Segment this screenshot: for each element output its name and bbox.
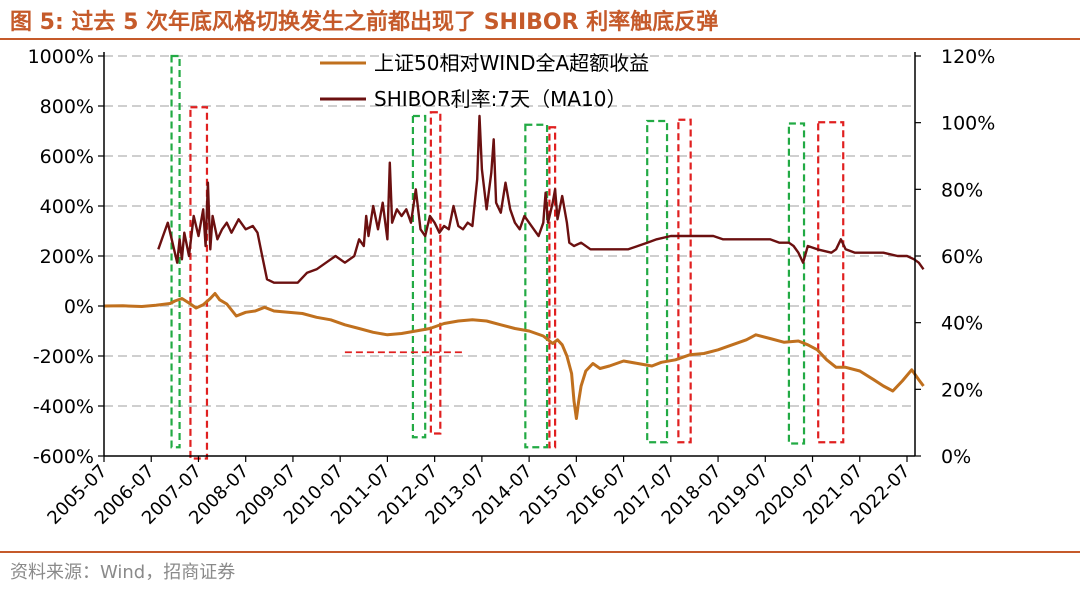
right-tick-label: 20% bbox=[941, 379, 983, 401]
line-chart: 1000% 800% 600% 400% 200% 0% -200% -400% -600% 12… bbox=[28, 46, 996, 529]
axes: 1000% 800% 600% 400% 200% 0% -200% -400% -600% 12… bbox=[28, 46, 996, 529]
left-tick-label: 600% bbox=[40, 146, 94, 168]
green-highlight-box bbox=[170, 54, 181, 449]
left-tick-label: 200% bbox=[40, 246, 94, 268]
green-highlight-box bbox=[524, 123, 549, 449]
source-note: 资料来源：Wind，招商证券 bbox=[10, 562, 236, 583]
highlight-boxes bbox=[170, 54, 845, 460]
green-highlight-box bbox=[411, 114, 427, 439]
legend-label-excess: 上证50相对WIND全A超额收益 bbox=[374, 51, 649, 75]
title-divider bbox=[0, 38, 1080, 40]
red-highlight-box bbox=[548, 126, 557, 449]
right-tick-label: 40% bbox=[941, 313, 983, 335]
left-tick-label: -400% bbox=[33, 396, 94, 418]
series-lines bbox=[103, 114, 925, 420]
left-tick-label: 1000% bbox=[28, 46, 94, 68]
right-tick-label: 100% bbox=[941, 113, 995, 135]
figure-title: 图 5: 过去 5 次年底风格切换发生之前都出现了 SHIBOR 利率触底反弹 bbox=[10, 10, 719, 35]
right-tick-label: 0% bbox=[941, 446, 971, 468]
left-tick-label: 400% bbox=[40, 196, 94, 218]
red-highlight-box bbox=[817, 121, 845, 444]
shibor-line bbox=[157, 114, 925, 284]
source-divider bbox=[0, 551, 1080, 553]
legend-label-shibor: SHIBOR利率:7天（MA10） bbox=[374, 87, 627, 111]
left-tick-label: -600% bbox=[33, 446, 94, 468]
green-highlight-box bbox=[646, 119, 669, 444]
left-tick-label: 800% bbox=[40, 96, 94, 118]
left-tick-label: -200% bbox=[33, 346, 94, 368]
green-highlight-box bbox=[787, 122, 806, 445]
red-highlight-box bbox=[429, 111, 442, 435]
grid-lines bbox=[104, 55, 915, 407]
red-highlight-box bbox=[677, 118, 692, 444]
right-tick-label: 80% bbox=[941, 179, 983, 201]
left-tick-label: 0% bbox=[64, 296, 94, 318]
right-tick-label: 60% bbox=[941, 246, 983, 268]
right-tick-label: 120% bbox=[941, 46, 995, 68]
legend: 上证50相对WIND全A超额收益 SHIBOR利率:7天（MA10） bbox=[320, 51, 649, 111]
excess-return-line bbox=[103, 292, 925, 420]
